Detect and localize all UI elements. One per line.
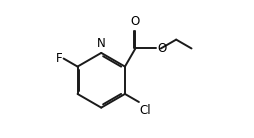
Text: F: F <box>56 52 62 65</box>
Text: O: O <box>158 42 167 55</box>
Text: Cl: Cl <box>140 104 151 117</box>
Text: O: O <box>131 15 140 28</box>
Text: N: N <box>97 37 106 50</box>
